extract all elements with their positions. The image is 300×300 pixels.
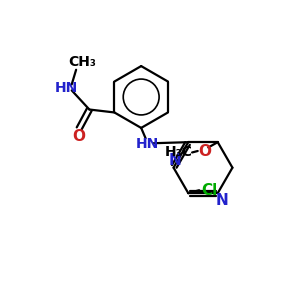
Text: O: O [72, 129, 85, 144]
Text: N: N [168, 153, 181, 168]
Text: O: O [198, 143, 211, 158]
Text: H₃C: H₃C [164, 146, 192, 160]
Text: HN: HN [55, 81, 78, 95]
Text: Cl: Cl [202, 183, 218, 198]
Text: HN: HN [135, 137, 159, 151]
Text: N: N [216, 193, 229, 208]
Text: CH₃: CH₃ [69, 56, 97, 69]
